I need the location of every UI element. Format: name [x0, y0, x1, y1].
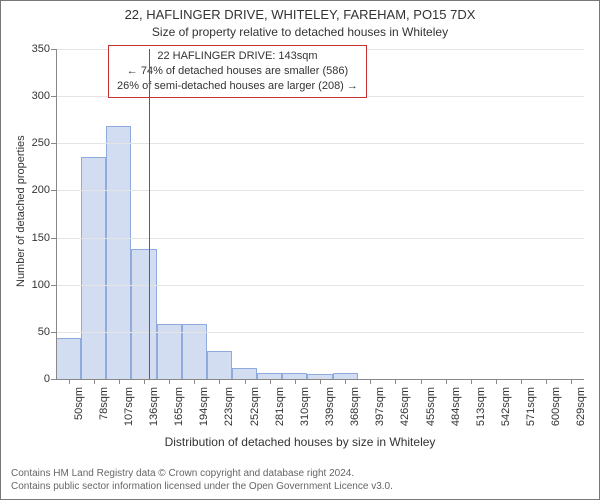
x-tick-label: 339sqm [324, 387, 336, 426]
annotation-line3: 26% of semi-detached houses are larger (… [117, 79, 358, 94]
x-tick-label: 50sqm [73, 387, 85, 420]
x-tick-label: 78sqm [98, 387, 110, 420]
x-tick-label: 484sqm [450, 387, 462, 426]
bar [232, 368, 257, 379]
annotation-box: 22 HAFLINGER DRIVE: 143sqm ← 74% of deta… [108, 45, 367, 98]
x-tick-label: 223sqm [223, 387, 235, 426]
x-tick-label: 194sqm [198, 387, 210, 426]
footer-line2: Contains public sector information licen… [11, 480, 393, 493]
y-tick-label: 200 [1, 184, 56, 196]
annotation-line2: ← 74% of detached houses are smaller (58… [117, 64, 358, 79]
chart-container: 22, HAFLINGER DRIVE, WHITELEY, FAREHAM, … [0, 0, 600, 500]
x-tick-label: 136sqm [148, 387, 160, 426]
y-tick-label: 250 [1, 137, 56, 149]
x-axis-label: Distribution of detached houses by size … [1, 435, 599, 449]
x-tick-label: 542sqm [500, 387, 512, 426]
x-tick-label: 513sqm [475, 387, 487, 426]
bar [106, 126, 131, 379]
y-tick-label: 350 [1, 43, 56, 55]
x-tick-label: 426sqm [399, 387, 411, 426]
x-tick-label: 252sqm [249, 387, 261, 426]
title-sub: Size of property relative to detached ho… [1, 25, 599, 39]
footer-line1: Contains HM Land Registry data © Crown c… [11, 467, 393, 480]
y-axis-line [56, 49, 57, 379]
marker-line [149, 49, 150, 379]
gridline [56, 332, 584, 333]
annotation-line1: 22 HAFLINGER DRIVE: 143sqm [117, 49, 358, 64]
x-tick-label: 397sqm [374, 387, 386, 426]
y-tick-label: 100 [1, 279, 56, 291]
x-tick-label: 629sqm [575, 387, 587, 426]
x-tick-label: 600sqm [550, 387, 562, 426]
title-main: 22, HAFLINGER DRIVE, WHITELEY, FAREHAM, … [1, 7, 599, 22]
y-tick-label: 0 [1, 373, 56, 385]
x-tick-label: 107sqm [123, 387, 135, 426]
gridline [56, 190, 584, 191]
y-axis-label: Number of detached properties [15, 135, 27, 287]
x-tick-label: 165sqm [173, 387, 185, 426]
x-tick-label: 310sqm [299, 387, 311, 426]
y-tick-label: 150 [1, 232, 56, 244]
x-axis-line [56, 379, 584, 380]
y-tick-label: 300 [1, 90, 56, 102]
plot-area [56, 49, 584, 379]
x-tick-label: 455sqm [425, 387, 437, 426]
gridline [56, 285, 584, 286]
bar [131, 249, 156, 379]
y-tick-label: 50 [1, 326, 56, 338]
bar [56, 338, 81, 379]
footer: Contains HM Land Registry data © Crown c… [11, 467, 393, 493]
bar [207, 351, 232, 379]
x-tick-label: 281sqm [274, 387, 286, 426]
gridline [56, 238, 584, 239]
x-tick-label: 368sqm [349, 387, 361, 426]
x-tick-label: 571sqm [525, 387, 537, 426]
gridline [56, 143, 584, 144]
